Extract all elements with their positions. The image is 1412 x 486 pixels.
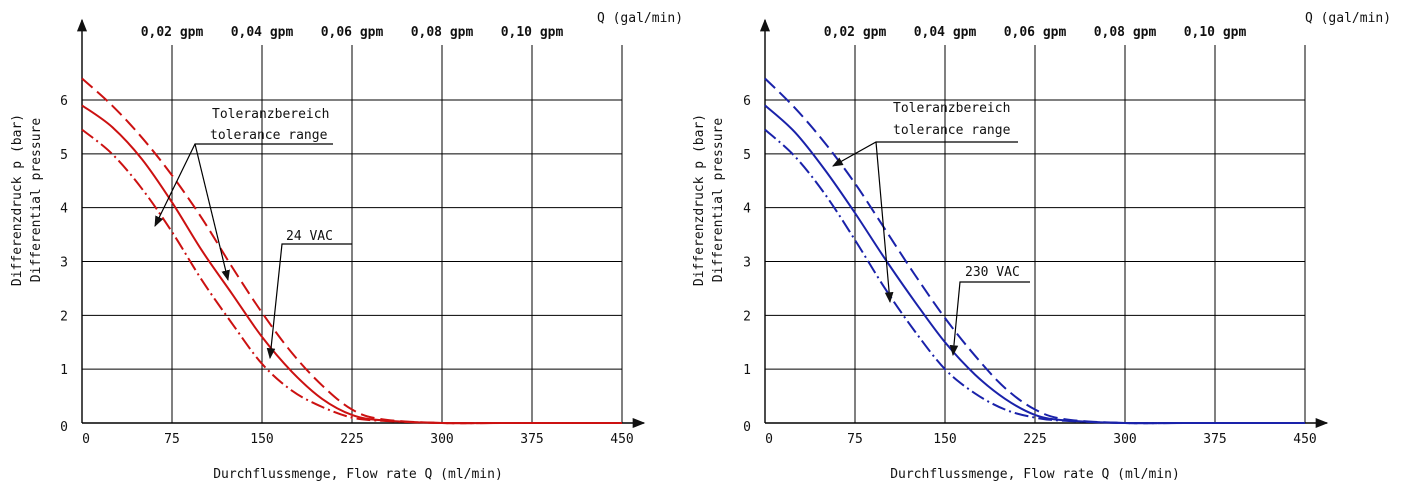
annotation-tolerance-en: tolerance range: [893, 123, 1011, 138]
gpm-tick-label: 0,06 gpm: [1004, 25, 1067, 40]
gpm-tick-label: 0,02 gpm: [141, 25, 204, 40]
grid-230vac: [765, 45, 1306, 423]
x-ticks-230vac: 0 75 150 225 300 375 450: [765, 432, 1317, 447]
x-axis-label: Durchflussmenge, Flow rate Q (ml/min): [890, 467, 1180, 482]
gpm-tick-label: 0,10 gpm: [1184, 25, 1247, 40]
y-axis-label-de: Differenzdruck p (bar): [10, 114, 25, 286]
gpm-tick-label: 0,02 gpm: [824, 25, 887, 40]
x2-axis-label: Q (gal/min): [1305, 11, 1391, 26]
y-tick-label: 4: [60, 202, 68, 217]
gpm-ticks-230vac: 0,02 gpm 0,04 gpm 0,06 gpm 0,08 gpm 0,10 gpm: [824, 25, 1247, 40]
gpm-tick-label: 0,04 gpm: [914, 25, 977, 40]
x-tick-label: 75: [847, 432, 863, 447]
y-tick-label: 5: [60, 148, 68, 163]
x-tick-label: 225: [1023, 432, 1046, 447]
x-tick-label: 0: [82, 432, 90, 447]
annotation-tolerance-en: tolerance range: [210, 128, 328, 143]
y-ticks-24vac: 0 1 2 3 4 5 6: [60, 94, 68, 435]
x-tick-label: 375: [1203, 432, 1226, 447]
series-tolerance-upper: [764, 77, 1305, 425]
y-tick-label: 1: [743, 363, 751, 378]
annotation-tolerance-de: Toleranzbereich: [893, 101, 1010, 116]
x-tick-label: 150: [933, 432, 956, 447]
annotation-leader-line: [875, 141, 894, 304]
chart-24vac: 0 75 150 225 300 375 450 0 1 2 3 4 5 6 0,02 gpm 0,04 …: [10, 11, 683, 482]
y-tick-label: 5: [743, 148, 751, 163]
gpm-ticks-24vac: 0,02 gpm 0,04 gpm 0,06 gpm 0,08 gpm 0,10 gpm: [141, 25, 564, 40]
x-tick-label: 300: [430, 432, 453, 447]
y-tick-label: 3: [60, 256, 68, 271]
y-axis-label-en: Differential pressure: [711, 118, 726, 283]
x-tick-label: 450: [610, 432, 633, 447]
x-axis-label: Durchflussmenge, Flow rate Q (ml/min): [213, 467, 503, 482]
series-230vac: [764, 77, 1305, 425]
annotation-tolerance-de: Toleranzbereich: [212, 107, 329, 122]
y-tick-label: 0: [743, 420, 751, 435]
x-tick-label: 0: [765, 432, 773, 447]
grid-24vac: [82, 45, 623, 423]
annotation-leader-line: [194, 143, 230, 282]
y-tick-label: 6: [60, 94, 68, 109]
x-tick-label: 450: [1293, 432, 1316, 447]
series-tolerance-lower: [81, 128, 622, 425]
gpm-tick-label: 0,04 gpm: [231, 25, 294, 40]
gpm-tick-label: 0,10 gpm: [501, 25, 564, 40]
series-tolerance-lower: [764, 128, 1305, 425]
y-tick-label: 4: [743, 202, 751, 217]
axes-230vac: [759, 18, 1329, 429]
y-tick-label: 2: [60, 309, 68, 324]
x-tick-label: 300: [1113, 432, 1136, 447]
y-tick-label: 2: [743, 309, 751, 324]
y-tick-label: 3: [743, 256, 751, 271]
y-axis-label-de: Differenzdruck p (bar): [692, 114, 707, 286]
x-tick-label: 375: [520, 432, 543, 447]
x-ticks-24vac: 0 75 150 225 300 375 450: [82, 432, 634, 447]
annotation-voltage: 24 VAC: [286, 229, 333, 244]
gpm-tick-label: 0,06 gpm: [321, 25, 384, 40]
gpm-tick-label: 0,08 gpm: [1094, 25, 1157, 40]
x-tick-label: 75: [164, 432, 180, 447]
annotation-leader-line: [949, 281, 1030, 357]
y-axis-label-en: Differential pressure: [29, 118, 44, 283]
x-tick-label: 225: [340, 432, 363, 447]
y-tick-label: 1: [60, 363, 68, 378]
series-24vac: [81, 77, 622, 425]
x2-axis-label: Q (gal/min): [597, 11, 683, 26]
gpm-tick-label: 0,08 gpm: [411, 25, 474, 40]
chart-230vac: 0 75 150 225 300 375 450 0 1 2 3 4 5 6 0,02 gpm 0,04 …: [692, 11, 1391, 482]
y-tick-label: 6: [743, 94, 751, 109]
annotation-leader-line: [266, 243, 352, 360]
annotation-leaders-24vac: [154, 143, 352, 360]
annotation-leaders-230vac: [832, 141, 1030, 357]
annotation-voltage: 230 VAC: [965, 265, 1020, 280]
y-ticks-230vac: 0 1 2 3 4 5 6: [743, 94, 751, 435]
y-tick-label: 0: [60, 420, 68, 435]
x-tick-label: 150: [250, 432, 273, 447]
annotation-leader-line: [154, 143, 333, 227]
